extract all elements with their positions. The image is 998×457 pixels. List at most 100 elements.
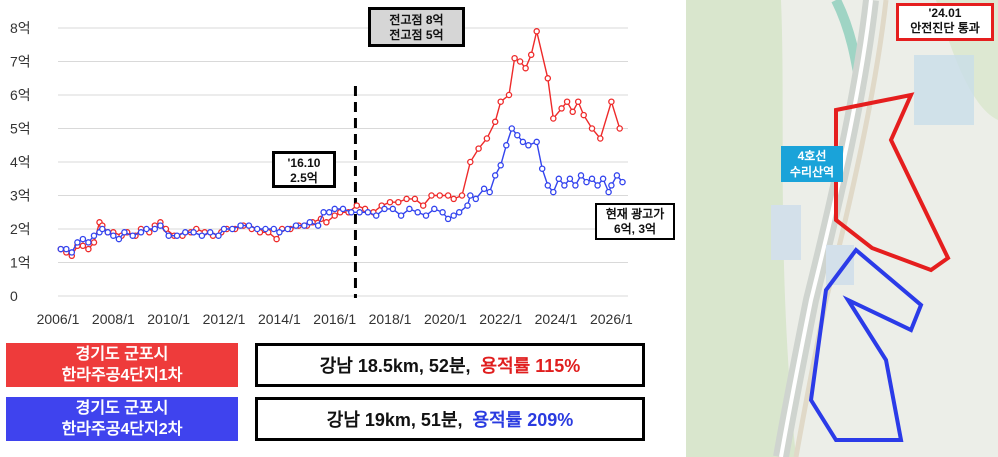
series-line (60, 127, 624, 254)
data-point (137, 229, 145, 236)
data-point (467, 192, 474, 199)
data-point (325, 209, 333, 216)
data-point (558, 105, 565, 112)
data-point (563, 98, 571, 105)
data-point (403, 195, 410, 203)
data-point (511, 54, 518, 62)
data-point (519, 138, 527, 146)
peak-annotation-line1: 전고점 8억 (389, 13, 444, 27)
data-point (497, 162, 504, 169)
data-point (372, 212, 380, 219)
data-point (491, 172, 499, 179)
data-point (276, 229, 283, 236)
complex1-info-box: 강남 18.5km, 52분, 용적률 115% (255, 343, 645, 387)
station-label: 4호선 수리산역 (781, 146, 843, 182)
data-point (389, 205, 397, 213)
data-point (301, 222, 308, 229)
data-point (491, 118, 499, 126)
x-tick-label: 2018/1 (369, 311, 412, 327)
data-point (428, 192, 435, 199)
x-tick-label: 2006/1 (37, 311, 80, 327)
data-point (514, 131, 521, 139)
building-block-2 (771, 205, 801, 260)
notice-date: '24.01 (928, 6, 962, 20)
safety-notice: '24.01 안전진단 통과 (896, 3, 994, 41)
data-point (569, 108, 576, 116)
x-tick-label: 2008/1 (92, 311, 135, 327)
data-point (486, 188, 493, 196)
data-point (115, 235, 123, 243)
y-tick-label: 7억 (10, 54, 31, 70)
data-point (472, 195, 480, 203)
current-annotation-line2: 6억, 3억 (613, 222, 657, 236)
y-tick-label: 8억 (10, 20, 31, 36)
data-point (422, 212, 430, 219)
data-point (550, 115, 557, 122)
data-point (284, 225, 291, 233)
data-point (444, 192, 452, 199)
data-point (605, 188, 612, 196)
data-point (616, 125, 623, 132)
data-point (608, 98, 615, 105)
data-point (157, 222, 164, 229)
data-point (395, 198, 402, 206)
complex2-floor-area-ratio: 용적률 209% (472, 410, 574, 430)
data-point (68, 249, 76, 256)
data-point (411, 195, 419, 203)
data-point (572, 182, 579, 189)
data-point (165, 232, 172, 239)
x-tick-label: 2016/1 (313, 311, 356, 327)
x-tick-label: 2010/1 (147, 311, 190, 327)
data-point (436, 192, 444, 199)
data-point (245, 222, 253, 229)
data-point (173, 232, 181, 239)
data-point (364, 209, 372, 216)
data-point (533, 28, 540, 35)
building-block-3 (826, 245, 854, 285)
data-point (577, 172, 585, 179)
data-point (143, 225, 150, 233)
data-point (85, 239, 92, 246)
data-point (497, 98, 504, 105)
data-point (339, 205, 347, 213)
data-point (574, 98, 582, 105)
data-point (79, 242, 87, 250)
chart-grid (58, 27, 628, 297)
complex2-distance: 강남 19km, 51분, (326, 410, 468, 430)
complex1-name: 한라주공4단지1차 (61, 367, 183, 384)
x-tick-label: 2024/1 (535, 311, 578, 327)
data-point (356, 209, 363, 216)
data-point (215, 232, 222, 239)
building-block-1 (914, 55, 974, 125)
data-point (544, 75, 552, 82)
data-point (110, 232, 117, 239)
data-point (386, 198, 394, 206)
data-point (79, 235, 87, 243)
data-point (198, 232, 206, 239)
data-point (588, 175, 596, 183)
data-point (151, 225, 159, 233)
data-point (455, 209, 463, 216)
station-name: 수리산역 (789, 165, 835, 179)
data-point (262, 225, 269, 233)
data-point (561, 182, 568, 189)
chart-series (57, 28, 626, 260)
data-point (220, 225, 228, 233)
data-point (594, 182, 601, 189)
data-point (538, 165, 546, 172)
complex2-name: 한라주공4단지2차 (61, 421, 183, 438)
data-point (508, 125, 516, 132)
current-price-annotation: 현재 광고가 6억, 3억 (595, 203, 675, 240)
data-point (306, 219, 314, 226)
notice-text: 안전진단 통과 (910, 21, 980, 35)
y-tick-label: 5억 (10, 121, 31, 137)
data-point (505, 91, 513, 99)
map-drawing (686, 0, 998, 457)
y-tick-label: 6억 (10, 87, 31, 103)
data-point (90, 239, 98, 246)
data-point (588, 125, 596, 132)
data-point (63, 245, 70, 253)
data-point (229, 225, 236, 233)
peak-annotation: 전고점 8억 전고점 5억 (368, 7, 465, 47)
data-point (253, 225, 261, 233)
